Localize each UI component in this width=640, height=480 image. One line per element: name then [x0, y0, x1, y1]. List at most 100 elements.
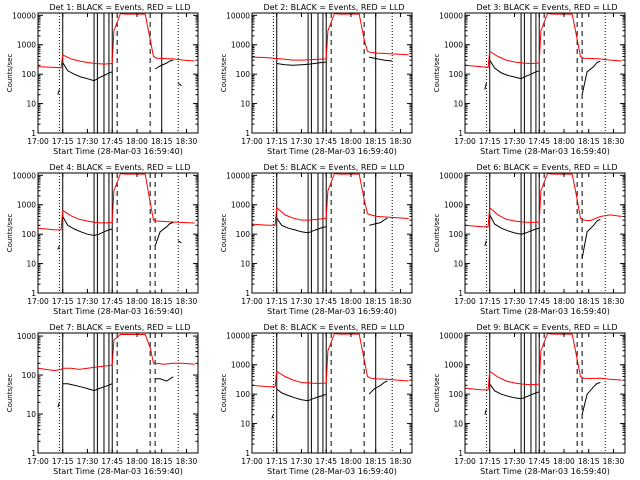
series-events-segment [276, 217, 327, 234]
y-tick-label: 10 [26, 100, 36, 109]
y-tick-label: 100 [449, 230, 464, 239]
plot-frame [464, 12, 626, 134]
y-tick-label: 1000 [231, 201, 250, 210]
plot-frame [37, 332, 199, 454]
panel-title: Det 1: BLACK = Events, RED = LLD [50, 3, 191, 12]
x-tick-label: 18:30 [603, 137, 625, 146]
x-tick-label: 18:30 [603, 457, 625, 466]
y-axis-label: Counts/sec [6, 54, 14, 93]
x-axis-label: Start Time (28-Mar-03 16:59:40) [267, 307, 397, 316]
x-tick-label: 18:15 [578, 457, 600, 466]
plot-frame [251, 172, 413, 294]
y-tick-label: 1 [458, 449, 463, 458]
series-events-segment [271, 414, 274, 419]
y-tick-label: 1000 [17, 201, 36, 210]
x-tick-label: 17:45 [101, 297, 123, 306]
y-tick-label: 100 [22, 371, 37, 380]
plot-frame [37, 12, 199, 134]
panel-det-2: 17:00 17:15 17:30 17:45 18:00 18:15 18:30 1 10 10… [220, 3, 413, 156]
x-tick-label: 17:15 [266, 297, 288, 306]
series-events-segment [62, 383, 113, 392]
series-events-segment [484, 409, 487, 415]
series-events-segment [177, 82, 182, 87]
x-tick-label: 17:15 [479, 297, 501, 306]
x-tick-label: 17:15 [266, 457, 288, 466]
x-tick-label: 18:00 [553, 457, 575, 466]
x-tick-label: 17:45 [528, 297, 550, 306]
y-axis-label: Counts/sec [220, 214, 228, 253]
panel-title: Det 5: BLACK = Events, RED = LLD [264, 163, 405, 172]
x-tick-label: 18:00 [126, 137, 148, 146]
x-tick-label: 18:30 [390, 457, 412, 466]
x-tick-label: 18:00 [553, 137, 575, 146]
panel-det-1: 17:00 17:15 17:30 17:45 18:00 18:15 18:30 1 10 10… [6, 3, 199, 156]
y-tick-label: 100 [22, 70, 37, 79]
series-events-segment [489, 59, 540, 80]
panel-det-3: 17:00 17:15 17:30 17:45 18:00 18:15 18:30 1 10 10… [433, 3, 626, 156]
x-tick-label: 17:15 [479, 457, 501, 466]
series-lld-segment [464, 332, 622, 391]
y-tick-label: 10 [240, 260, 250, 269]
y-axis-label: Counts/sec [6, 214, 14, 253]
plot-frame [251, 332, 413, 454]
y-tick-label: 1000 [17, 332, 36, 341]
x-axis-label: Start Time (28-Mar-03 16:59:40) [480, 467, 610, 476]
y-tick-label: 1000 [444, 361, 463, 370]
series-lld-segment [37, 12, 195, 69]
x-tick-label: 17:00 [27, 137, 49, 146]
plot-frame [464, 332, 626, 454]
x-tick-label: 17:30 [504, 137, 526, 146]
y-axis-label: Counts/sec [6, 374, 14, 413]
x-axis-label: Start Time (28-Mar-03 16:59:40) [480, 307, 610, 316]
y-tick-label: 1000 [444, 201, 463, 210]
x-tick-label: 17:45 [528, 457, 550, 466]
y-tick-label: 10000 [12, 11, 36, 20]
x-tick-label: 17:30 [77, 137, 99, 146]
x-tick-label: 18:30 [176, 457, 198, 466]
series-events-segment [177, 240, 182, 244]
x-tick-label: 17:00 [454, 457, 476, 466]
x-tick-label: 18:00 [340, 297, 362, 306]
plot-frame [251, 12, 413, 134]
x-axis-label: Start Time (28-Mar-03 16:59:40) [53, 467, 183, 476]
series-events-segment [155, 376, 174, 382]
y-axis-label: Counts/sec [433, 54, 441, 93]
x-tick-label: 17:30 [504, 297, 526, 306]
x-tick-label: 18:15 [151, 137, 173, 146]
plot-frame [464, 172, 626, 294]
x-tick-label: 17:00 [241, 297, 263, 306]
y-tick-label: 100 [236, 390, 251, 399]
x-axis-label: Start Time (28-Mar-03 16:59:40) [267, 467, 397, 476]
panel-det-8: 17:00 17:15 17:30 17:45 18:00 18:15 18:30 1 10 10… [220, 323, 413, 476]
y-tick-label: 1000 [17, 41, 36, 50]
series-events-segment [489, 214, 540, 235]
x-tick-label: 17:15 [52, 457, 74, 466]
plot-frame [37, 172, 199, 294]
panel-title: Det 8: BLACK = Events, RED = LLD [264, 323, 405, 332]
x-axis-label: Start Time (28-Mar-03 16:59:40) [267, 147, 397, 156]
y-tick-label: 10000 [439, 11, 463, 20]
series-events-segment [62, 216, 113, 237]
y-tick-label: 10 [240, 100, 250, 109]
y-axis-label: Counts/sec [220, 54, 228, 93]
panel-title: Det 2: BLACK = Events, RED = LLD [264, 3, 405, 12]
x-tick-label: 18:15 [365, 137, 387, 146]
series-events-segment [368, 56, 393, 62]
series-events-segment [276, 388, 327, 402]
series-events-segment [57, 89, 60, 95]
y-tick-label: 10 [240, 420, 250, 429]
x-tick-label: 17:30 [77, 457, 99, 466]
x-tick-label: 17:30 [77, 297, 99, 306]
y-tick-label: 1 [245, 449, 250, 458]
x-tick-label: 18:30 [176, 137, 198, 146]
x-tick-label: 18:15 [365, 297, 387, 306]
y-tick-label: 100 [449, 70, 464, 79]
y-tick-label: 1 [31, 129, 36, 138]
series-events-segment [368, 217, 388, 226]
y-axis-label: Counts/sec [433, 374, 441, 413]
y-tick-label: 10 [26, 410, 36, 419]
panel-title: Det 4: BLACK = Events, RED = LLD [50, 163, 191, 172]
series-events-segment [154, 59, 174, 70]
panel-title: Det 9: BLACK = Events, RED = LLD [477, 323, 618, 332]
y-tick-label: 100 [236, 230, 251, 239]
